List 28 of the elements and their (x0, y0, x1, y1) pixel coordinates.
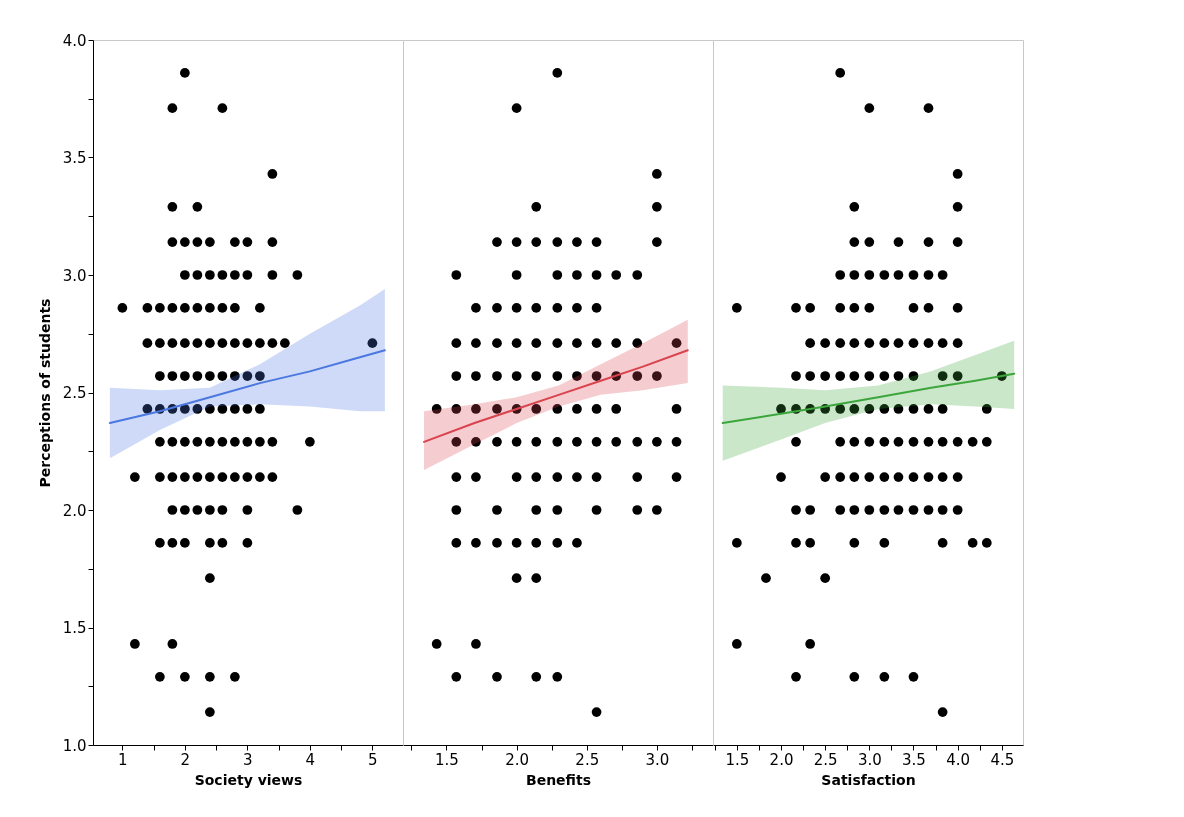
y-axis-title: Perceptions of students (36, 298, 53, 488)
x-tick-label: 4 (305, 750, 316, 769)
x-axis-title: Society views (194, 771, 303, 788)
x-tick-label: 3.0 (857, 750, 882, 769)
y-tick-label: 2.0 (62, 501, 87, 520)
x-tick-label: 2.0 (769, 750, 794, 769)
y-tick-label: 1.5 (62, 619, 87, 637)
y-tick-label: 3.0 (62, 266, 87, 285)
x-tick-label: 3.0 (645, 750, 670, 769)
x-tick-label: 1.5 (435, 750, 459, 769)
x-tick-label: 1 (118, 750, 128, 769)
x-tick-label: 2.5 (575, 750, 600, 769)
x-tick-label: 2.0 (505, 750, 530, 769)
x-tick-label: 2.5 (813, 750, 838, 769)
y-tick-label: 4.0 (62, 31, 87, 50)
x-tick-label: 3.5 (902, 750, 926, 769)
x-tick-label: 2 (180, 750, 191, 769)
y-tick-label: 2.5 (62, 384, 87, 402)
x-axis-title: Benefits (525, 771, 592, 788)
x-tick-label: 1.5 (725, 750, 750, 769)
x-tick-label: 5 (368, 750, 378, 769)
x-tick-label: 3 (243, 750, 253, 769)
line-series (108, 349, 386, 425)
y-tick-label: 1.0 (62, 736, 87, 755)
x-tick-label: 4.5 (990, 750, 1015, 769)
y-tick-label: 3.5 (62, 149, 87, 167)
x-tick-label: 4.0 (946, 750, 971, 769)
x-axis-title: Satisfaction (821, 771, 916, 788)
